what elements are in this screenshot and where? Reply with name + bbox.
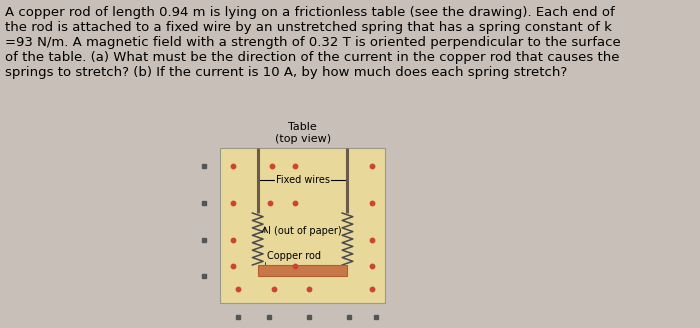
Text: I (out of paper): I (out of paper): [268, 226, 342, 236]
Text: Table
(top view): Table (top view): [274, 122, 330, 144]
Text: Fixed wires: Fixed wires: [276, 175, 330, 185]
Text: A copper rod of length 0.94 m is lying on a frictionless table (see the drawing): A copper rod of length 0.94 m is lying o…: [6, 6, 621, 79]
Text: Copper rod: Copper rod: [267, 251, 321, 261]
Bar: [220, 148, 385, 303]
Bar: [258, 265, 347, 276]
